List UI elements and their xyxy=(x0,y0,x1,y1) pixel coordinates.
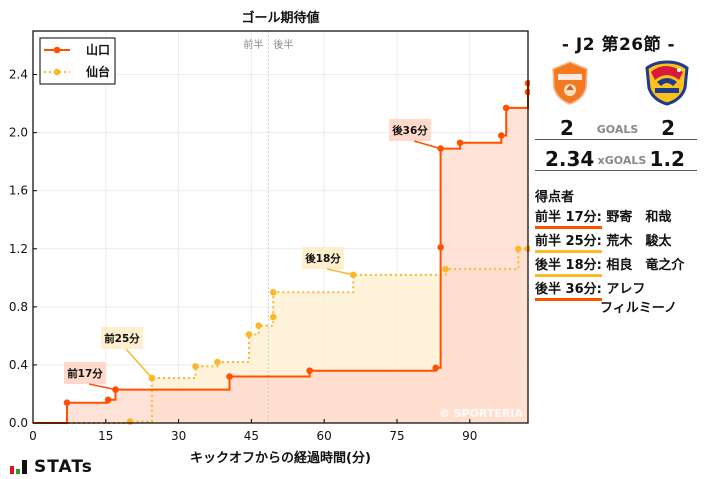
scorer-time: 後半 36分: xyxy=(535,282,602,301)
data-point xyxy=(498,132,505,139)
scorer-item: 後半 36分: アレフ xyxy=(535,281,645,301)
x-tick-label: 0 xyxy=(29,429,37,443)
first-half-label: 前半 xyxy=(243,38,263,51)
annotation-arrow xyxy=(88,383,116,391)
data-point xyxy=(63,399,71,406)
brand-text: STATs xyxy=(34,457,93,477)
goal-annotation-box xyxy=(101,327,143,349)
scorer-name: アレフ xyxy=(601,282,646,297)
scorer-time: 後半 18分: xyxy=(535,258,602,277)
goal-annotation-box xyxy=(302,247,344,269)
away-goals: 2 xyxy=(661,116,675,140)
home-goals: 2 xyxy=(560,116,574,140)
shield-icon xyxy=(645,60,689,106)
data-point xyxy=(192,363,199,370)
annotation-arrow xyxy=(125,348,153,379)
home-team-logo xyxy=(550,60,590,106)
y-tick-label: 0.0 xyxy=(9,416,28,430)
goals-label: GOALS xyxy=(596,123,639,136)
legend-label: 仙台 xyxy=(86,64,110,79)
xgoals-row: 2.34 xGOALS 1.2 xyxy=(535,146,697,171)
goal-annotation-label: 前17分 xyxy=(67,367,103,380)
y-tick-label: 1.2 xyxy=(9,242,28,256)
y-tick-label: 1.6 xyxy=(9,184,28,198)
scorer-name: 野寄 和哉 xyxy=(601,210,672,225)
goal-annotation-label: 前25分 xyxy=(104,332,140,345)
scorer-item: 後半 18分: 相良 竜之介 xyxy=(535,257,684,277)
area-fill-home xyxy=(33,83,528,424)
data-point xyxy=(456,139,464,147)
goal-annotation-label: 後36分 xyxy=(391,124,428,137)
y-tick-label: 2.0 xyxy=(9,126,28,140)
data-point xyxy=(226,373,233,380)
scorer-name-continued: フィルミーノ xyxy=(600,300,677,318)
scorer-item: 前半 17分: 野寄 和哉 xyxy=(535,209,671,229)
data-point xyxy=(514,245,522,253)
x-tick-label: 75 xyxy=(389,429,404,443)
data-point xyxy=(524,245,530,253)
data-point xyxy=(437,244,444,251)
scorer-name: 相良 竜之介 xyxy=(601,258,685,273)
annotation-arrow xyxy=(413,140,441,150)
away-team-logo xyxy=(645,60,689,106)
data-point xyxy=(104,396,112,404)
legend-label: 山口 xyxy=(86,42,110,57)
data-point xyxy=(269,313,277,321)
scorer-name-line2: フィルミーノ xyxy=(600,301,677,316)
data-point xyxy=(255,322,262,330)
plot-frame xyxy=(32,30,529,424)
data-point xyxy=(306,367,313,375)
round-title: - J2 第26節 - xyxy=(561,35,676,55)
goal-annotation-box xyxy=(389,119,431,141)
x-tick-label: 45 xyxy=(244,429,259,443)
x-axis-label: キックオフからの経過時間(分) xyxy=(190,450,371,466)
y-tick-label: 0.4 xyxy=(9,358,28,372)
data-point xyxy=(524,79,530,87)
legend-box xyxy=(39,37,116,85)
legend-swatch-marker xyxy=(53,68,61,76)
scorers-title: 得点者 xyxy=(535,190,575,205)
home-xg: 2.34 xyxy=(545,147,595,171)
second-half-label: 後半 xyxy=(273,38,293,51)
x-tick-label: 90 xyxy=(462,429,477,443)
legend-swatch-marker xyxy=(53,46,61,54)
scorer-time: 前半 25分: xyxy=(535,234,602,253)
away-xg: 1.2 xyxy=(649,147,685,171)
data-point xyxy=(502,104,510,112)
stats-brand-logo: STATs xyxy=(10,457,93,477)
xgoals-label: xGOALS xyxy=(597,154,647,167)
x-tick-label: 15 xyxy=(98,429,113,443)
goals-row: 2 GOALS 2 xyxy=(535,115,697,140)
bar-chart-icon xyxy=(10,460,27,474)
shield-icon xyxy=(552,61,588,105)
scorer-name: 荒木 駿太 xyxy=(601,234,672,249)
x-tick-label: 60 xyxy=(317,429,332,443)
annotation-arrow xyxy=(326,268,354,276)
data-point xyxy=(269,289,277,296)
goal-annotation-label: 後18分 xyxy=(304,252,341,265)
data-point xyxy=(349,271,357,279)
scorer-time: 前半 17分: xyxy=(535,210,602,229)
match-summary-panel: - J2 第26節 - 2 GOALS 2 2.34 xGOALS 1.2 得点… xyxy=(530,0,707,479)
x-tick-label: 30 xyxy=(171,429,186,443)
data-point xyxy=(245,331,253,338)
y-tick-label: 0.8 xyxy=(9,300,28,314)
data-point xyxy=(442,265,449,273)
data-point xyxy=(437,145,444,152)
data-point xyxy=(524,88,530,96)
y-tick-label: 2.4 xyxy=(9,68,28,82)
chart-title: ゴール期待値 xyxy=(241,10,319,26)
watermark: © SPORTERIA xyxy=(439,407,524,420)
goal-annotation-box xyxy=(64,362,106,384)
data-point xyxy=(432,364,440,372)
data-point xyxy=(126,418,134,425)
scorer-item: 前半 25分: 荒木 駿太 xyxy=(535,233,671,253)
data-point xyxy=(214,358,221,366)
